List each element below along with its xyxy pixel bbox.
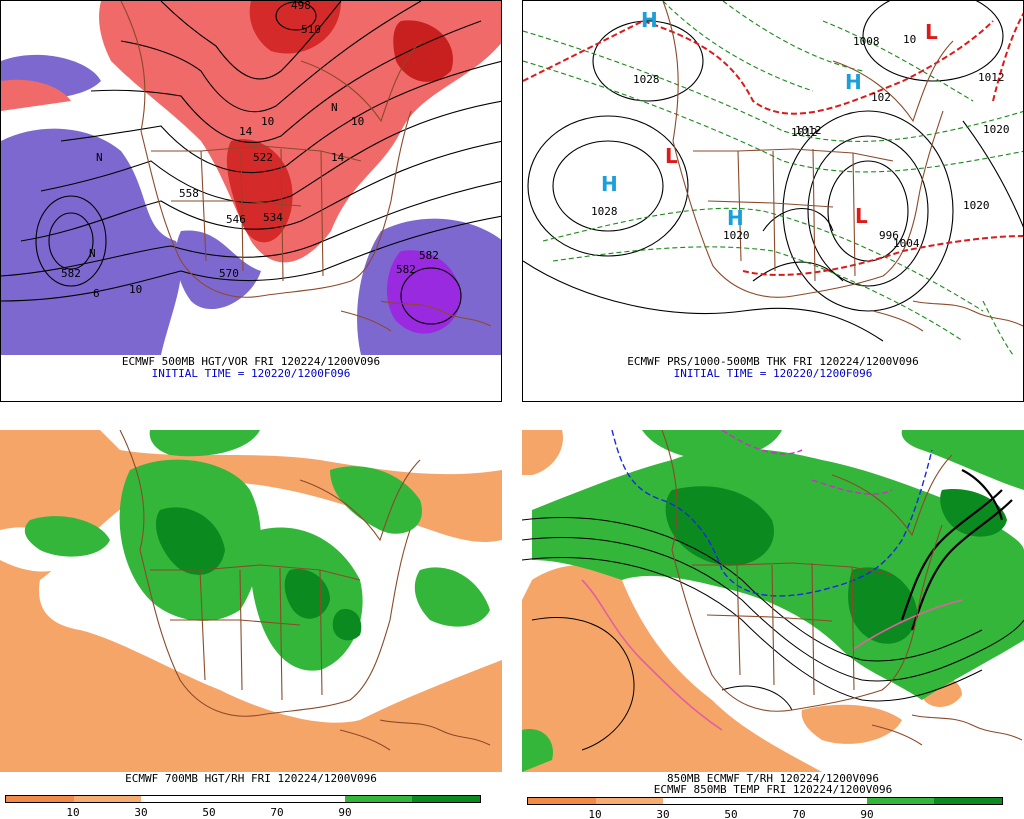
colorbar-swatch: [798, 798, 867, 804]
contour-label: 10: [261, 115, 274, 128]
isobar-label: 1020: [723, 229, 750, 242]
caption-850mb: 850MB ECMWF T/RH 120224/1200V096: [667, 772, 879, 785]
isobar-label: 1028: [591, 205, 618, 218]
contour-label: 10: [351, 115, 364, 128]
contour-label: 14: [239, 125, 253, 138]
colorbar-swatch: [731, 798, 799, 804]
vort-pos-nw: [1, 79, 71, 111]
colorbar-swatch: [6, 796, 74, 802]
colorbar-tick-label: 10: [66, 806, 80, 819]
isobar-label: 1028: [633, 73, 660, 86]
high-pressure-center: H: [845, 70, 862, 94]
contour-label: 558: [179, 187, 199, 200]
isobar-label: 1012: [978, 71, 1005, 84]
contour-label: N: [331, 101, 338, 114]
isobar-label: 102: [871, 91, 891, 104]
isobar-label: 1012: [791, 126, 818, 139]
colorbar-tick-label: 90: [338, 806, 352, 819]
isobar-label: 1020: [963, 199, 990, 212]
vort-pos-core-2: [226, 139, 293, 243]
isobar-label: 996: [879, 229, 899, 242]
map-prs-thk: 1028 1028 1012 1012 1012 1020 1020 996 1004 1020 1…: [523, 1, 1023, 355]
isobar-label: 1012: [795, 124, 822, 137]
map-850mb: [522, 430, 1024, 772]
colorbar-tick-label: 70: [792, 808, 806, 819]
map-500mb: 582 570 558 546 534 522 510 498 582 582 6 10 10 10 14 1…: [1, 1, 501, 355]
contour-label: 582: [419, 249, 439, 262]
caption-prs-thk: ECMWF PRS/1000-500MB THK FRI 120224/1200…: [627, 355, 919, 368]
colorbar-swatch: [528, 798, 596, 804]
colorbar-ticks-850mb: 10 30 50 70 90: [527, 808, 1003, 819]
high-pressure-center: H: [641, 8, 658, 32]
colorbar-swatch: [595, 798, 664, 804]
colorbar-swatch: [934, 798, 1003, 804]
high-pressure-center: H: [727, 206, 744, 230]
colorbar-tick-label: 50: [724, 808, 738, 819]
colorbar-tick-label: 50: [202, 806, 216, 819]
caption-850mb-temp: ECMWF 850MB TEMP FRI 120224/1200V096: [653, 783, 893, 796]
vort-neg-core-east: [386, 250, 461, 334]
colorbar-ticks-700mb: 10 30 50 70 90: [5, 806, 481, 819]
colorbar-swatch: [344, 796, 413, 802]
colorbar-tick-label: 90: [860, 808, 874, 819]
colorbar-swatch: [276, 796, 345, 802]
colorbar-tick-label: 30: [656, 808, 670, 819]
vort-neg-region-south: [175, 230, 261, 310]
contour-label: 582: [396, 263, 416, 276]
panel-700mb-rh: ECMWF 700MB HGT/RH FRI 120224/1200V096 1…: [0, 417, 502, 819]
panel-prs-thickness: 1028 1028 1012 1012 1012 1020 1020 996 1004 1020 1…: [522, 0, 1024, 402]
contour-label: 6: [93, 287, 100, 300]
colorbar-swatch: [412, 796, 481, 802]
colorbar-700mb: [5, 795, 481, 803]
colorbar-swatch: [663, 798, 732, 804]
contour-label: 534: [263, 211, 283, 224]
low-pressure-center: L: [925, 20, 938, 44]
contour-label: 570: [219, 267, 239, 280]
low-pressure-center: L: [855, 204, 868, 228]
colorbar-tick-label: 30: [134, 806, 148, 819]
colorbar-swatch: [141, 796, 210, 802]
contour-label: 546: [226, 213, 246, 226]
contour-label: 510: [301, 23, 321, 36]
colorbar-swatch: [209, 796, 277, 802]
contour-label: 10: [129, 283, 142, 296]
panel-850mb-t-rh: 850MB ECMWF T/RH 120224/1200V096 ECMWF 8…: [522, 417, 1024, 819]
contour-label: 522: [253, 151, 273, 164]
initial-time-prs-thk: INITIAL TIME = 120220/1200F096: [673, 367, 873, 380]
contour-label: N: [89, 247, 96, 260]
panel-500mb-hgt-vor: 582 570 558 546 534 522 510 498 582 582 6 10 10 10 14 1…: [0, 0, 502, 402]
colorbar-tick-label: 10: [588, 808, 602, 819]
isobar-label: 1004: [893, 237, 920, 250]
pressure-centers: H H H H L L L: [601, 8, 938, 230]
isobar-label: 1008: [853, 35, 880, 48]
initial-time-500mb: INITIAL TIME = 120220/1200F096: [151, 367, 351, 380]
colorbar-tick-label: 70: [270, 806, 284, 819]
caption-500mb: ECMWF 500MB HGT/VOR FRI 120224/1200V096: [121, 355, 381, 368]
vort-pos-core-1: [249, 1, 341, 54]
map-700mb: [0, 430, 502, 772]
low-pressure-center: L: [665, 144, 678, 168]
contour-label: 498: [291, 1, 311, 12]
contour-label: 582: [61, 267, 81, 280]
vort-pos-core-3: [393, 20, 453, 82]
high-pressure-center: H: [601, 172, 618, 196]
contour-label: N: [96, 151, 103, 164]
colorbar-850mb: [527, 797, 1003, 805]
contour-label: 14: [331, 151, 345, 164]
caption-700mb: ECMWF 700MB HGT/RH FRI 120224/1200V096: [125, 772, 377, 785]
isobar-label: 1020: [983, 123, 1010, 136]
colorbar-swatch: [73, 796, 142, 802]
colorbar-swatch: [866, 798, 935, 804]
isobar-label: 10: [903, 33, 916, 46]
